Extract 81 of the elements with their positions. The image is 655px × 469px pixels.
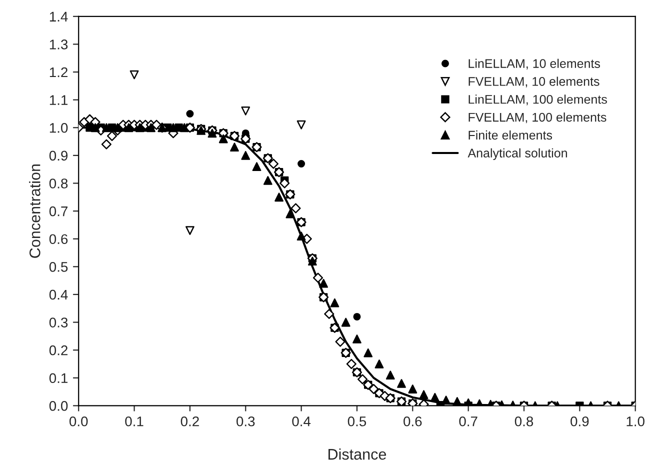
x-tick-label: 0.3 [236, 416, 255, 426]
y-tick-label: 1.0 [50, 122, 68, 133]
point [374, 360, 384, 368]
y-tick-label: 0.2 [49, 345, 68, 356]
point [386, 370, 395, 380]
point [218, 134, 228, 144]
point [186, 226, 194, 235]
point [252, 162, 262, 172]
y-tick-label: 1.1 [50, 95, 68, 105]
point [106, 130, 118, 142]
point [146, 123, 156, 132]
x-axis-title: Distance [328, 448, 386, 460]
point [168, 123, 178, 132]
y-tick-label: 0.9 [49, 150, 68, 161]
x-tick-label: 0.8 [514, 416, 534, 426]
legend-label: LinELLAM, 100 elements [468, 94, 607, 106]
y-tick-label: 0.7 [49, 206, 68, 216]
point [353, 312, 361, 320]
y-tick-label: 0.8 [49, 178, 68, 188]
x-tick-label: 0.5 [348, 416, 366, 426]
point [364, 348, 373, 358]
x-tick-label: 1.0 [626, 416, 644, 426]
point [241, 106, 250, 116]
point [230, 142, 239, 152]
x-tick-label: 0.0 [69, 416, 88, 426]
y-tick-label: 0.6 [49, 234, 68, 244]
point [419, 390, 428, 400]
point [208, 128, 217, 138]
point [324, 308, 334, 319]
point [319, 278, 328, 288]
point [274, 192, 284, 202]
point [430, 392, 440, 402]
y-tick-label: 0.5 [49, 262, 68, 272]
point [312, 272, 324, 283]
point [102, 123, 111, 132]
point [130, 70, 139, 80]
point [335, 336, 346, 347]
y-tick-label: 0.1 [49, 373, 68, 384]
legend-label: LinELLAM, 10 elements [468, 58, 600, 70]
point [397, 378, 406, 388]
y-tick-label: 0.4 [49, 290, 68, 300]
point [268, 158, 279, 169]
y-tick-label: 1.4 [50, 12, 68, 22]
point [358, 374, 368, 384]
x-tick-label: 0.9 [570, 416, 589, 426]
point [290, 203, 301, 214]
x-tick-label: 0.2 [180, 416, 199, 426]
x-tick-label: 0.7 [459, 416, 478, 426]
point [352, 334, 362, 344]
point [124, 123, 134, 132]
x-tick-label: 0.6 [404, 416, 422, 426]
point [241, 150, 250, 160]
x-tick-label: 0.4 [292, 416, 311, 426]
point [408, 384, 418, 394]
point [263, 176, 272, 185]
point [346, 358, 356, 370]
point [296, 232, 306, 241]
legend-label: Analytical solution [468, 148, 567, 160]
point [101, 139, 112, 150]
legend-label: FVELLAM, 100 elements [468, 112, 606, 124]
y-axis-title: Concentration [29, 164, 40, 258]
y-tick-label: 1.2 [50, 67, 68, 78]
y-tick-label: 1.3 [50, 40, 68, 50]
point [186, 110, 194, 118]
point [90, 123, 100, 132]
point [368, 384, 379, 394]
point [113, 123, 122, 132]
point [180, 123, 189, 132]
point [308, 256, 317, 266]
point [280, 178, 290, 188]
point [452, 397, 462, 406]
legend-label: Finite elements [468, 130, 552, 140]
point [341, 318, 350, 327]
legend-label: FVELLAM, 10 elements [468, 76, 600, 88]
point [296, 120, 306, 130]
point [330, 298, 340, 308]
point [298, 160, 306, 168]
y-tick-label: 0.3 [49, 318, 68, 328]
y-tick-label: 0.0 [49, 401, 68, 411]
x-tick-label: 0.1 [125, 416, 144, 426]
point [135, 123, 144, 132]
